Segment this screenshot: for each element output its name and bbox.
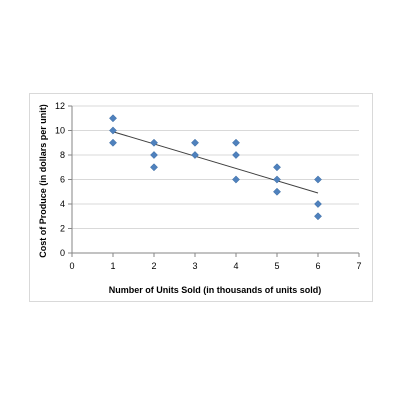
- y-tick-label: 12: [55, 101, 65, 111]
- data-point: [314, 200, 322, 208]
- y-axis-title: Cost of Produce (in dollars per unit): [38, 104, 48, 258]
- x-axis-title: Number of Units Sold (in thousands of un…: [109, 285, 322, 295]
- data-point: [232, 138, 240, 147]
- data-point: [109, 126, 117, 135]
- y-tick-label: 4: [60, 199, 65, 209]
- data-point: [150, 163, 158, 172]
- axes: [68, 105, 360, 257]
- trendline-line: [112, 131, 319, 194]
- data-point: [273, 187, 281, 196]
- data-point: [109, 138, 117, 147]
- data-point: [314, 175, 322, 184]
- data-point: [150, 151, 158, 159]
- data-points: [109, 114, 322, 221]
- x-tick-label: 5: [274, 261, 279, 271]
- gridlines: [72, 105, 359, 229]
- x-tick-label: 6: [315, 261, 320, 271]
- x-tick-label: 0: [69, 261, 74, 271]
- chart-area: [29, 93, 373, 302]
- trendline: [112, 131, 319, 194]
- data-point: [191, 151, 199, 159]
- x-tick-label: 2: [151, 261, 156, 271]
- data-point: [273, 175, 281, 184]
- x-tick-label: 1: [110, 261, 115, 271]
- y-tick-label: 6: [60, 175, 65, 185]
- data-point: [150, 138, 158, 147]
- y-tick-label: 8: [60, 150, 65, 160]
- data-point: [232, 175, 240, 184]
- data-point: [191, 138, 199, 147]
- x-tick-label: 7: [356, 261, 361, 271]
- x-tick-label: 3: [192, 261, 197, 271]
- y-tick-label: 0: [60, 248, 65, 258]
- y-tick-label: 2: [60, 224, 65, 234]
- data-point: [109, 114, 117, 123]
- data-point: [232, 151, 240, 159]
- data-point: [314, 212, 322, 221]
- data-point: [273, 163, 281, 172]
- x-tick-label: 4: [233, 261, 238, 271]
- y-tick-label: 10: [55, 126, 65, 136]
